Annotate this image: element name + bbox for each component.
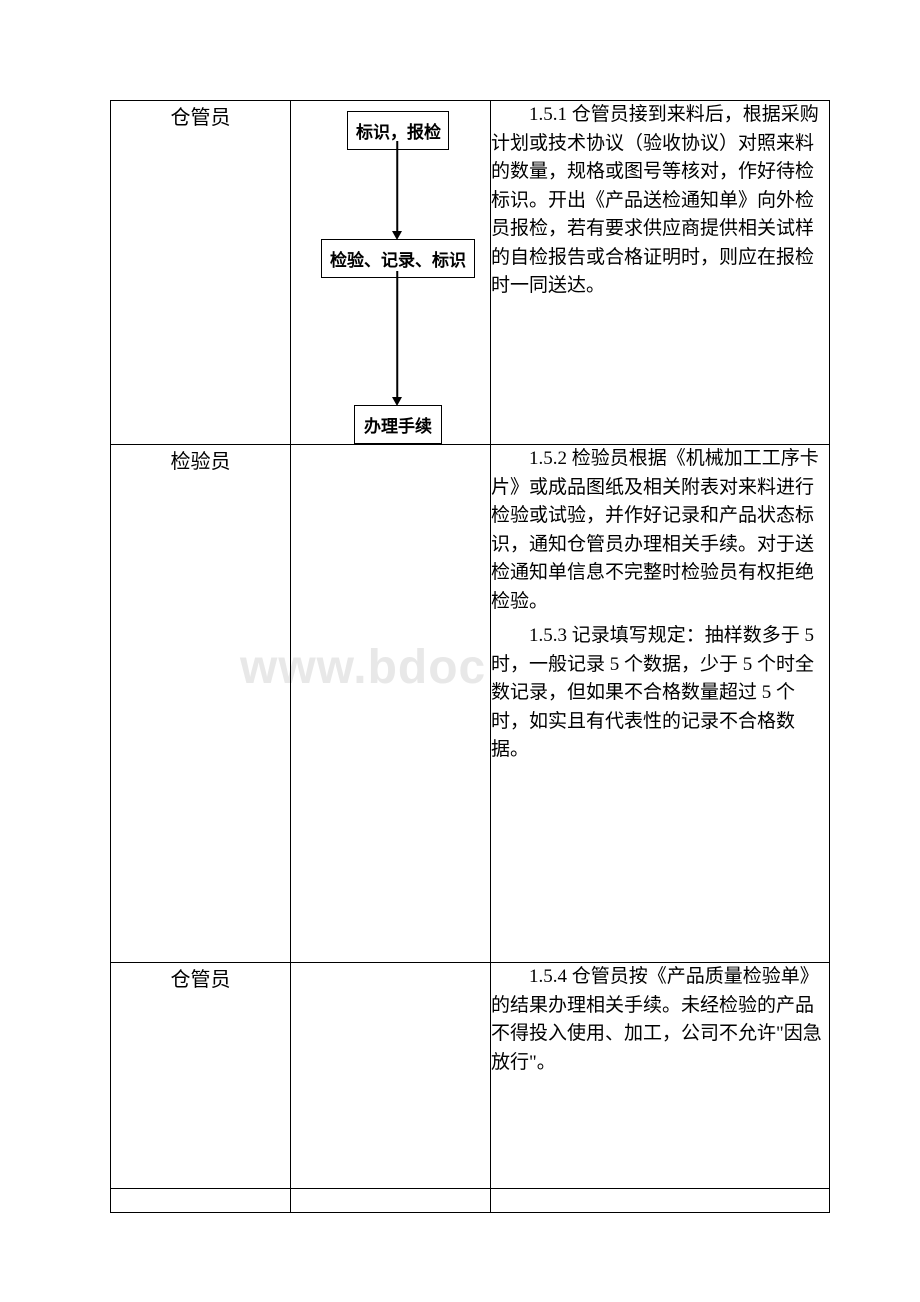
desc-paragraph: 1.5.1 仓管员接到来料后，根据采购计划或技术协议（验收协议）对照来料的数量，… — [491, 101, 829, 301]
flow-cell: 标识，报检 检验、记录、标识 办理手续 — [291, 101, 491, 445]
description-cell: 1.5.4 仓管员按《产品质量检验单》的结果办理相关手续。未经检验的产品不得投入… — [491, 963, 830, 1189]
flow-box-label-report: 标识，报检 — [347, 111, 449, 150]
flow-cell — [291, 445, 491, 963]
role-cell: 仓管员 — [111, 101, 291, 445]
arrow-line — [396, 141, 398, 235]
flow-cell — [291, 1189, 491, 1213]
description-cell: 1.5.1 仓管员接到来料后，根据采购计划或技术协议（验收协议）对照来料的数量，… — [491, 101, 830, 445]
desc-paragraph: 1.5.4 仓管员按《产品质量检验单》的结果办理相关手续。未经检验的产品不得投入… — [491, 963, 829, 1077]
flow-box-inspect-record: 检验、记录、标识 — [321, 239, 475, 278]
flow-box-handle-procedure: 办理手续 — [354, 405, 442, 444]
table-row: 仓管员 标识，报检 检验、记录、标识 办理手续 1.5.1 仓管员接到来料后，根… — [111, 101, 830, 445]
table-row: 仓管员 1.5.4 仓管员按《产品质量检验单》的结果办理相关手续。未经检验的产品… — [111, 963, 830, 1189]
desc-paragraph: 1.5.2 检验员根据《机械加工工序卡片》或成品图纸及相关附表对来料进行检验或试… — [491, 445, 829, 616]
role-cell: 仓管员 — [111, 963, 291, 1189]
role-cell — [111, 1189, 291, 1213]
table-row — [111, 1189, 830, 1213]
process-table: 仓管员 标识，报检 检验、记录、标识 办理手续 1.5.1 仓管员接到来料后，根… — [110, 100, 830, 1213]
flow-cell — [291, 963, 491, 1189]
desc-paragraph: 1.5.3 记录填写规定：抽样数多于 5 时，一般记录 5 个数据，少于 5 个… — [491, 622, 829, 765]
table-row: 检验员 1.5.2 检验员根据《机械加工工序卡片》或成品图纸及相关附表对来料进行… — [111, 445, 830, 963]
arrow-line — [396, 271, 398, 401]
description-cell: 1.5.2 检验员根据《机械加工工序卡片》或成品图纸及相关附表对来料进行检验或试… — [491, 445, 830, 963]
role-cell: 检验员 — [111, 445, 291, 963]
description-cell — [491, 1189, 830, 1213]
